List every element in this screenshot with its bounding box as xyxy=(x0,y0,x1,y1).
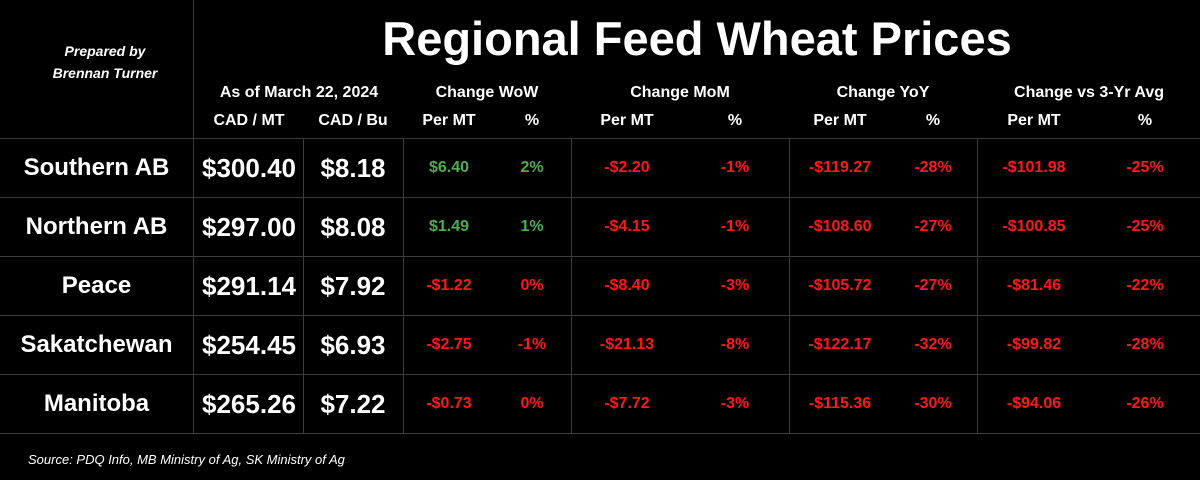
change-pct: -1% xyxy=(720,159,750,176)
change-per-mt: -$0.73 xyxy=(426,395,472,412)
table-row: Sakatchewan $254.45 $6.93 -$2.75 -1% -$21.13 -… xyxy=(0,316,1200,374)
change-per-mt: -$122.17 xyxy=(808,336,872,353)
change-pct: -32% xyxy=(914,336,952,353)
change-pct: -30% xyxy=(914,395,952,412)
grid-line xyxy=(0,374,1200,375)
change-pct: -1% xyxy=(517,336,547,353)
table-row: Peace $291.14 $7.92 -$1.22 0% -$8.40 -3% -$105.… xyxy=(0,257,1200,315)
price-cad-bu: $6.93 xyxy=(320,330,386,360)
change-per-mt: -$4.15 xyxy=(604,218,650,235)
unit-header-cad-bu: CAD / Bu xyxy=(318,112,388,129)
grid-line xyxy=(789,138,790,433)
change-pct: 1% xyxy=(520,218,544,235)
table-row: Manitoba $265.26 $7.22 -$0.73 0% -$7.72 -3% -$1… xyxy=(0,375,1200,433)
sub-header-wow-pct: % xyxy=(524,112,540,129)
sub-header-mom-mt: Per MT xyxy=(600,112,654,129)
change-per-mt: -$1.22 xyxy=(426,277,472,294)
region-name: Northern AB xyxy=(25,213,168,240)
sub-header-mom-pct: % xyxy=(727,112,743,129)
table-row: Northern AB $297.00 $8.08 $1.49 1% -$4.15 -1% -… xyxy=(0,198,1200,256)
change-per-mt: -$94.06 xyxy=(1006,395,1062,412)
change-pct: -27% xyxy=(914,218,952,235)
change-pct: -28% xyxy=(1126,336,1164,353)
price-cad-mt: $254.45 xyxy=(202,330,296,360)
change-per-mt: -$108.60 xyxy=(808,218,872,235)
grid-line xyxy=(571,138,572,433)
grid-line xyxy=(193,0,194,138)
grid-line xyxy=(403,138,404,433)
change-pct: -8% xyxy=(720,336,750,353)
sub-header-3yr-pct: % xyxy=(1137,112,1153,129)
grid-line xyxy=(0,197,1200,198)
price-cad-bu: $7.92 xyxy=(320,271,386,301)
change-per-mt: $1.49 xyxy=(428,218,470,235)
change-pct: -3% xyxy=(720,395,750,412)
change-pct: 2% xyxy=(520,159,544,176)
price-cad-mt: $297.00 xyxy=(202,212,296,242)
change-per-mt: -$105.72 xyxy=(808,277,872,294)
region-name: Southern AB xyxy=(23,154,170,181)
change-pct: 0% xyxy=(520,395,544,412)
sub-header-3yr-mt: Per MT xyxy=(1007,112,1061,129)
grid-line xyxy=(977,138,978,433)
price-cad-bu: $8.18 xyxy=(320,153,386,183)
region-name: Peace xyxy=(61,272,132,299)
grid-line xyxy=(0,433,1200,434)
change-pct: -28% xyxy=(914,159,952,176)
group-header-mom: Change MoM xyxy=(630,84,730,101)
sub-header-yoy-pct: % xyxy=(925,112,941,129)
change-per-mt: -$2.20 xyxy=(604,159,650,176)
sub-header-wow-mt: Per MT xyxy=(422,112,476,129)
table-row: Southern AB $300.40 $8.18 $6.40 2% -$2.20 -1% -… xyxy=(0,139,1200,197)
price-cad-bu: $8.08 xyxy=(320,212,386,242)
grid-line xyxy=(0,315,1200,316)
price-cad-mt: $300.40 xyxy=(202,153,296,183)
change-pct: -25% xyxy=(1126,159,1164,176)
change-per-mt: -$101.98 xyxy=(1002,159,1066,176)
change-per-mt: -$21.13 xyxy=(599,336,655,353)
as-of-date: As of March 22, 2024 xyxy=(219,84,379,101)
change-pct: -1% xyxy=(720,218,750,235)
grid-line xyxy=(0,256,1200,257)
change-pct: -22% xyxy=(1126,277,1164,294)
change-per-mt: -$8.40 xyxy=(604,277,650,294)
change-per-mt: -$100.85 xyxy=(1002,218,1066,235)
unit-header-cad-mt: CAD / MT xyxy=(213,112,285,129)
group-header-yoy: Change YoY xyxy=(836,84,930,101)
change-pct: -27% xyxy=(914,277,952,294)
change-pct: -25% xyxy=(1126,218,1164,235)
price-cad-mt: $265.26 xyxy=(202,389,296,419)
change-per-mt: -$119.27 xyxy=(808,159,872,176)
sub-header-yoy-mt: Per MT xyxy=(813,112,867,129)
price-cad-bu: $7.22 xyxy=(320,389,386,419)
change-per-mt: -$81.46 xyxy=(1006,277,1062,294)
source-note: Source: PDQ Info, MB Ministry of Ag, SK … xyxy=(28,452,345,467)
page-title: Regional Feed Wheat Prices xyxy=(382,12,1012,65)
group-header-3yr: Change vs 3-Yr Avg xyxy=(1014,84,1164,101)
region-name: Manitoba xyxy=(43,390,150,417)
grid-line xyxy=(193,138,194,433)
change-pct: -26% xyxy=(1126,395,1164,412)
change-per-mt: -$99.82 xyxy=(1006,336,1062,353)
change-per-mt: -$7.72 xyxy=(604,395,650,412)
change-pct: 0% xyxy=(520,277,544,294)
change-pct: -3% xyxy=(720,277,750,294)
region-name: Sakatchewan xyxy=(20,331,173,358)
group-header-wow: Change WoW xyxy=(435,84,539,101)
grid-line xyxy=(303,138,304,433)
price-cad-mt: $291.14 xyxy=(202,271,296,301)
change-per-mt: -$2.75 xyxy=(426,336,472,353)
change-per-mt: $6.40 xyxy=(428,159,470,176)
grid-line xyxy=(0,138,1200,139)
change-per-mt: -$115.36 xyxy=(808,395,872,412)
prepared-by: Prepared by Brennan Turner xyxy=(52,43,158,81)
